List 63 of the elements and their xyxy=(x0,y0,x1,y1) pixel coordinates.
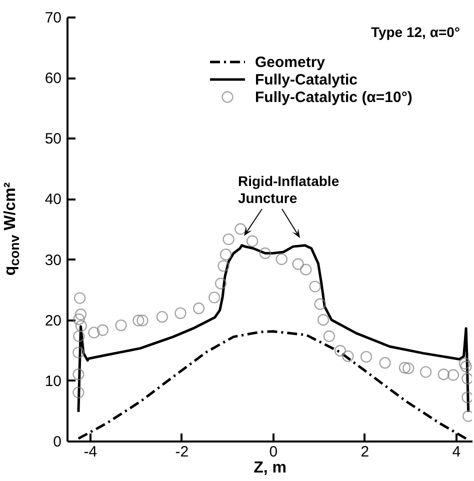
annotation: Rigid-Inflatable Juncture xyxy=(238,173,340,206)
point xyxy=(300,264,312,276)
point xyxy=(259,247,271,260)
x-tick-label: -4 xyxy=(84,444,98,460)
y-tick-label: 40 xyxy=(44,191,62,208)
point xyxy=(447,369,460,381)
point xyxy=(72,346,84,358)
point xyxy=(132,314,144,326)
point xyxy=(317,314,330,326)
x-tick-label: -2 xyxy=(175,444,189,460)
y-tick-label: 50 xyxy=(44,130,62,148)
point xyxy=(74,308,87,320)
point xyxy=(214,278,227,290)
point xyxy=(74,292,86,304)
point xyxy=(292,258,304,270)
point xyxy=(309,280,321,292)
point xyxy=(208,292,220,304)
point xyxy=(342,350,354,362)
point xyxy=(276,253,288,266)
line-series xyxy=(77,244,470,414)
legend-label: Geometry xyxy=(255,54,326,71)
point xyxy=(246,235,258,247)
point xyxy=(73,313,85,326)
legend-label: Fully-Catalytic (α=10°) xyxy=(255,89,412,106)
point xyxy=(334,344,346,357)
point xyxy=(458,358,471,370)
point xyxy=(75,320,88,332)
point xyxy=(72,368,84,380)
legend-label: Fully-Catalytic xyxy=(255,72,358,88)
y-tick-label: 10 xyxy=(44,372,62,390)
point xyxy=(220,248,232,260)
x-tick-label: 2 xyxy=(360,444,370,460)
point xyxy=(438,368,450,380)
x-tick-label: 0 xyxy=(269,444,278,460)
point xyxy=(379,357,391,369)
point xyxy=(115,319,127,332)
y-tick-label: 60 xyxy=(44,70,62,88)
point xyxy=(72,386,84,398)
y-tick-label: 20 xyxy=(44,312,62,330)
point xyxy=(192,302,205,314)
point xyxy=(460,360,472,372)
legend-title: Type 12, α=0° xyxy=(370,24,460,40)
y-tick-label: 30 xyxy=(44,252,62,269)
point xyxy=(462,372,472,384)
point xyxy=(360,350,372,363)
point xyxy=(174,307,186,320)
point xyxy=(402,362,414,374)
point xyxy=(96,324,109,336)
y-tick-label: 70 xyxy=(44,10,62,26)
point xyxy=(73,330,85,342)
point xyxy=(398,362,411,374)
point xyxy=(420,366,432,378)
point xyxy=(323,330,336,342)
point xyxy=(218,260,230,272)
point xyxy=(136,314,148,326)
x-axis-title: Z, m xyxy=(254,460,286,476)
point xyxy=(234,223,246,235)
point xyxy=(222,233,234,246)
point xyxy=(156,310,168,323)
point xyxy=(88,326,100,338)
point xyxy=(462,392,472,404)
point xyxy=(314,298,326,310)
x-tick-label: 4 xyxy=(452,444,461,460)
